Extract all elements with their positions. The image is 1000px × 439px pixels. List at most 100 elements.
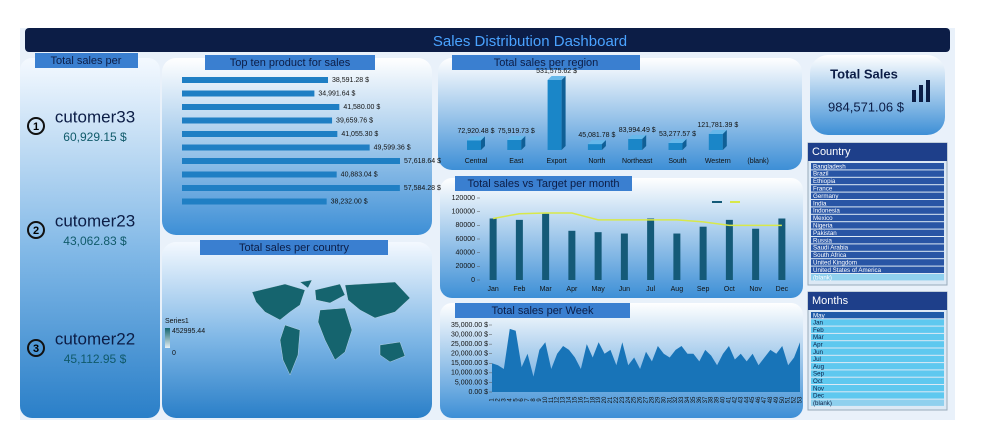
bar-side <box>642 134 647 150</box>
slicer-item[interactable] <box>811 244 944 251</box>
kpi-icon <box>912 90 916 102</box>
bar <box>699 226 707 280</box>
y-tick-label: 15,000.00 $ <box>451 360 488 367</box>
slicer-item[interactable] <box>811 266 944 273</box>
slicer-item[interactable] <box>811 163 944 170</box>
slicer-header <box>808 292 947 310</box>
slicer-item[interactable] <box>811 333 944 341</box>
slicer-item[interactable] <box>811 274 944 281</box>
x-tick-label: 44 <box>744 396 750 403</box>
x-tick-label: 25 <box>632 396 638 403</box>
y-tick-label: 10,000.00 $ <box>451 370 488 377</box>
rank-badge <box>27 221 45 239</box>
slicer-item-label: Bangladesh <box>813 163 846 170</box>
x-tick-label: 37 <box>703 396 709 403</box>
slicer-item-label: Germany <box>813 193 839 200</box>
slicer-item[interactable] <box>811 222 944 229</box>
slicer-item-label: Dec <box>813 393 824 400</box>
slicer-item[interactable] <box>811 312 944 319</box>
slicer-item-label: Mar <box>813 334 824 341</box>
x-tick-label: 52 <box>792 396 798 403</box>
x-tick-label: 4 <box>507 398 513 402</box>
data-label: 72,920.48 $ <box>458 128 495 135</box>
bar <box>515 219 523 280</box>
x-tick-label: 19 <box>596 396 602 403</box>
slicer-item[interactable] <box>811 237 944 244</box>
x-tick-label: 49 <box>774 396 780 403</box>
data-label: 57,584.28 $ <box>404 185 441 192</box>
x-tick-label: North <box>588 158 605 165</box>
slicer-item[interactable] <box>811 200 944 207</box>
data-label: 531,575.62 $ <box>536 68 577 75</box>
x-tick-label: Central <box>465 158 488 165</box>
data-label: 40,883.04 $ <box>341 171 378 178</box>
x-tick-label: 15 <box>573 396 579 403</box>
legend-gradient <box>165 328 170 348</box>
rank-number: 2 <box>33 225 39 237</box>
slicer-item-label: United Kingdom <box>813 260 857 267</box>
slicer-item[interactable] <box>811 170 944 177</box>
bar <box>725 219 733 280</box>
x-tick-label: 17 <box>584 396 590 403</box>
y-tick-label: 60000 <box>456 236 476 243</box>
bar-side <box>722 129 727 150</box>
bar <box>673 233 681 280</box>
slicer-item[interactable] <box>811 251 944 259</box>
data-label: 121,781.39 $ <box>697 122 738 129</box>
customer-name: cutomer33 <box>55 107 135 126</box>
slicer-item[interactable] <box>811 326 944 333</box>
slicer-item[interactable] <box>811 399 944 406</box>
x-tick-label: 46 <box>756 396 762 403</box>
x-tick-label: Export <box>546 158 566 165</box>
slicer-item[interactable] <box>811 348 944 355</box>
slicer-item[interactable] <box>811 259 944 266</box>
panel-title: Total sales per country <box>239 242 350 254</box>
slicer-item[interactable] <box>811 177 944 185</box>
slicer-item[interactable] <box>811 207 944 214</box>
bar <box>182 117 333 124</box>
y-tick-label: 0.00 $ <box>469 389 489 396</box>
data-label: 83,994.49 $ <box>619 127 656 134</box>
world-map <box>251 279 411 376</box>
bar <box>547 80 562 150</box>
kpi-icon <box>919 85 923 102</box>
panel-header <box>200 240 388 255</box>
slicer-item[interactable] <box>811 370 944 377</box>
x-tick-label: 33 <box>679 396 685 403</box>
data-label: 34,991.64 $ <box>318 90 355 97</box>
slicer-item[interactable] <box>811 214 944 222</box>
x-tick-label: Mar <box>540 286 553 293</box>
data-label: 45,081.78 $ <box>578 132 615 139</box>
bar-side <box>521 136 526 150</box>
slicer-item[interactable] <box>811 355 944 363</box>
bar-side <box>601 140 606 150</box>
slicer-item[interactable] <box>811 229 944 236</box>
slicer-item-label: Saudi Arabia <box>813 245 849 252</box>
slicer-item[interactable] <box>811 341 944 348</box>
x-tick-label: 11 <box>549 396 555 403</box>
x-tick-label: Oct <box>724 286 735 293</box>
bar <box>778 218 786 280</box>
slicer-item-label: Nigeria <box>813 223 833 230</box>
slicer-item-label: Sep <box>813 371 825 378</box>
bar <box>708 133 723 150</box>
slicer-item-label: United States of America <box>813 267 882 274</box>
x-tick-label: 36 <box>697 396 703 403</box>
slicer-item[interactable] <box>811 363 944 370</box>
x-tick-label: 34 <box>685 396 691 403</box>
panel-header <box>455 176 632 191</box>
slicer-item[interactable] <box>811 185 944 192</box>
slicer-item[interactable] <box>811 392 944 399</box>
data-label: 38,232.00 $ <box>331 198 368 205</box>
bar-top <box>668 138 687 143</box>
slicer-item[interactable] <box>811 377 944 384</box>
x-tick-label: 41 <box>727 396 733 403</box>
bar <box>182 185 400 191</box>
x-tick-label: 5 <box>513 398 519 402</box>
slicer-item[interactable] <box>811 319 944 326</box>
x-tick-label: East <box>509 158 523 165</box>
slicer-item[interactable] <box>811 385 944 392</box>
bar-side <box>682 138 687 150</box>
slicer-item[interactable] <box>811 192 944 199</box>
